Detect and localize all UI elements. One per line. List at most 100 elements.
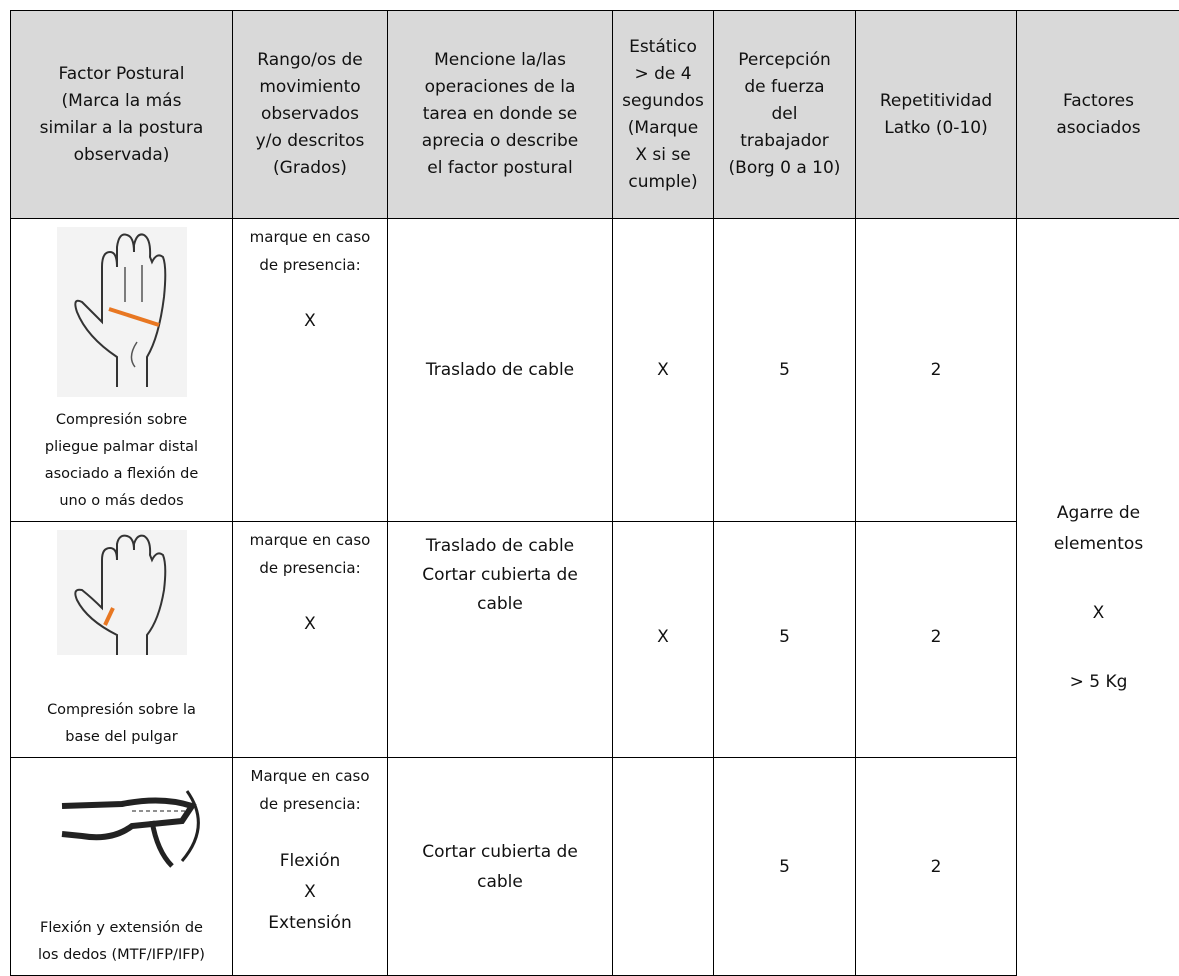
- repetition-cell: 2: [855, 757, 1017, 976]
- range-mark-text: Extensión: [268, 913, 352, 933]
- header-text: observada): [73, 144, 170, 165]
- figure-cell: Compresión sobre pliegue palmar distal aso…: [10, 218, 233, 522]
- range-text: de presencia:: [259, 559, 361, 577]
- header-text: Repetitividad: [879, 90, 993, 111]
- header-text: de fuerza: [744, 77, 825, 97]
- caption: Compresión sobre la base del pulgar: [47, 697, 196, 751]
- header-cell: Factor Postural (Marca la más similar a la…: [10, 10, 233, 219]
- hand-illustration: [61, 790, 200, 868]
- header-cell: Percepción de fuerza del trabajador (Borg 0 …: [713, 10, 856, 219]
- header-text: Rango/os de: [257, 50, 363, 70]
- caption: Flexión y extensión de los dedos (MTF/IFP…: [38, 915, 205, 969]
- force-cell: 5: [713, 757, 856, 976]
- force-text: 5: [779, 856, 790, 877]
- header-text: aprecia o describe: [421, 131, 579, 151]
- header-text: observados: [260, 104, 360, 124]
- header-text: trabajador: [740, 131, 829, 151]
- repetition-text: 2: [930, 627, 942, 647]
- associated-cell: Agarre de elementos X > 5 Kg: [1016, 218, 1179, 976]
- operations-text: Traslado de cable: [425, 360, 575, 380]
- operations-text: Cortar cubierta de: [422, 841, 578, 862]
- range-mark: Flexión X Extensión: [268, 846, 351, 939]
- header-text: > de 4: [634, 63, 692, 84]
- header-text: y/o descritos: [255, 131, 365, 151]
- operations-cell: Cortar cubierta de cable: [387, 757, 613, 976]
- operations-cell: Traslado de cable Cortar cubierta de cable: [387, 521, 613, 758]
- range-mark-text: Flexión: [279, 851, 341, 871]
- header-text: Estático: [629, 36, 697, 57]
- hand-illustration: [56, 227, 187, 397]
- header-text: Latko (0-10): [884, 117, 988, 138]
- range-text: marque en caso: [249, 228, 371, 246]
- header-text: Percepción: [738, 50, 831, 70]
- caption-line: asociado a flexión de: [44, 466, 199, 482]
- header-cell: Factores asociados: [1016, 10, 1179, 219]
- force-text: 5: [779, 627, 790, 647]
- header-cell: Rango/os de movimiento observados y/o descr…: [232, 10, 388, 219]
- operations-text: Traslado de cable: [425, 536, 575, 556]
- static-text: X: [657, 360, 669, 380]
- associated-text: > 5 Kg: [1069, 671, 1128, 692]
- static-cell: [612, 757, 714, 976]
- range-mark: X: [304, 610, 316, 638]
- range-cell: Marque en caso de presencia: Flexión X Exten…: [232, 757, 388, 976]
- header-text: del: [771, 104, 798, 124]
- hand-illustration: [56, 530, 187, 655]
- header-text: X si se: [635, 144, 691, 165]
- range-text: Marque en caso: [250, 767, 370, 785]
- header-text: similar a la postura: [39, 117, 204, 138]
- header-text: Factores: [1063, 90, 1134, 111]
- range-cell: marque en caso de presencia: X: [232, 218, 388, 522]
- figure-cell: Compresión sobre la base del pulgar: [10, 521, 233, 758]
- repetition-cell: 2: [855, 218, 1017, 522]
- range-text: de presencia:: [259, 256, 361, 274]
- caption-line: Compresión sobre: [55, 412, 188, 428]
- associated-text: elementos: [1053, 533, 1144, 554]
- header-text: tarea en donde se: [422, 104, 578, 124]
- range-mark-text: X: [304, 614, 316, 634]
- force-text: 5: [779, 360, 790, 380]
- caption-line: Flexión y extensión de: [40, 920, 203, 936]
- caption-line: pliegue palmar distal: [44, 439, 199, 455]
- caption-line: base del pulgar: [65, 729, 178, 745]
- repetition-text: 2: [930, 360, 942, 380]
- repetition-text: 2: [930, 856, 942, 877]
- range-mark-text: X: [304, 882, 316, 902]
- header-text: (Borg 0 a 10): [728, 158, 841, 178]
- range-mark: X: [304, 307, 316, 335]
- header-text: asociados: [1056, 117, 1141, 138]
- header-cell: Mencione la/las operaciones de la tarea en…: [387, 10, 613, 219]
- header-text: Mencione la/las: [434, 50, 566, 70]
- range-mark-text: X: [304, 311, 316, 331]
- caption-line: los dedos (MTF/IFP/IFP): [38, 947, 205, 963]
- header-text: operaciones de la: [424, 77, 576, 97]
- range-cell: marque en caso de presencia: X: [232, 521, 388, 758]
- operations-cell: Traslado de cable: [387, 218, 613, 522]
- caption: Compresión sobre pliegue palmar distal aso…: [45, 407, 199, 515]
- repetition-cell: 2: [855, 521, 1017, 758]
- header-text: (Marca la más: [61, 90, 182, 111]
- header-text: Factor Postural: [58, 63, 185, 84]
- caption-line: Compresión sobre la: [47, 702, 196, 718]
- force-cell: 5: [713, 521, 856, 758]
- operations-text: cable: [477, 871, 523, 892]
- header-cell: Estático > de 4 segundos (Marque X si se cump…: [612, 10, 714, 219]
- header-text: segundos: [622, 90, 704, 111]
- operations-text: cable: [477, 594, 523, 614]
- associated-text: Agarre de: [1056, 502, 1141, 523]
- static-text: X: [657, 627, 669, 647]
- header-cell: Repetitividad Latko (0-10): [855, 10, 1017, 219]
- header-text: (Grados): [273, 158, 347, 178]
- header-text: cumple): [628, 171, 698, 192]
- force-cell: 5: [713, 218, 856, 522]
- range-text: de presencia:: [259, 795, 361, 813]
- header-text: movimiento: [259, 77, 361, 97]
- static-cell: X: [612, 218, 714, 522]
- figure-cell: Flexión y extensión de los dedos (MTF/IFP…: [10, 757, 233, 976]
- header-text: el factor postural: [427, 158, 573, 178]
- operations-text: Cortar cubierta de: [422, 565, 578, 585]
- static-cell: X: [612, 521, 714, 758]
- header-text: (Marque: [627, 117, 699, 138]
- associated-text: X: [1092, 602, 1105, 623]
